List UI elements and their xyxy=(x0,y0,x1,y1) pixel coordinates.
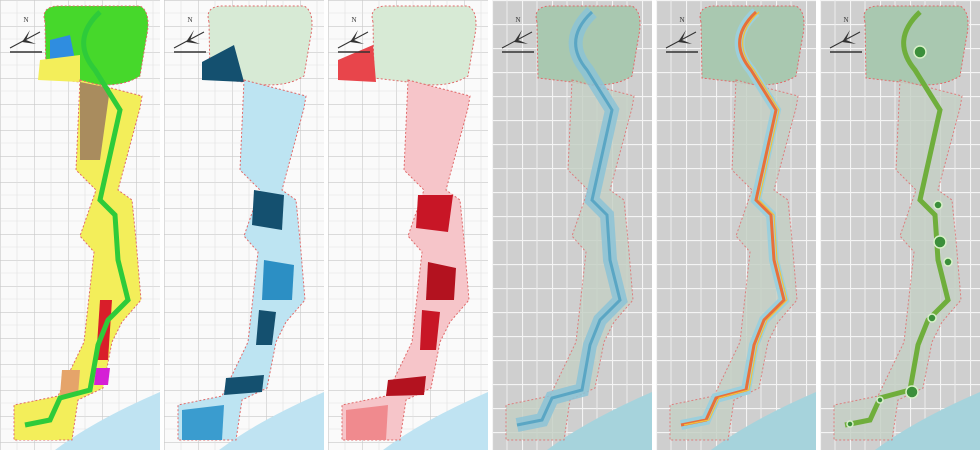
north-label: N xyxy=(23,16,28,24)
north-label: N xyxy=(679,16,684,24)
panel-land-use: N xyxy=(0,0,160,450)
panel-water-corridor: N xyxy=(492,0,652,450)
north-label: N xyxy=(843,16,848,24)
panel-route: N xyxy=(656,0,816,450)
panel-green-network: N xyxy=(820,0,980,450)
panel-red-zoning: N xyxy=(328,0,488,450)
north-label: N xyxy=(351,16,356,24)
north-label: N xyxy=(515,16,520,24)
panel-blue-zoning: N xyxy=(164,0,324,450)
north-label: N xyxy=(187,16,192,24)
